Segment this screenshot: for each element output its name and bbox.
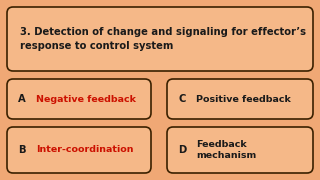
- FancyBboxPatch shape: [167, 79, 313, 119]
- Text: D: D: [178, 145, 186, 155]
- FancyBboxPatch shape: [7, 127, 151, 173]
- FancyBboxPatch shape: [7, 79, 151, 119]
- Text: Negative feedback: Negative feedback: [36, 94, 136, 103]
- Text: C: C: [178, 94, 186, 104]
- Text: 3. Detection of change and signaling for effector’s
response to control system: 3. Detection of change and signaling for…: [20, 27, 306, 51]
- FancyBboxPatch shape: [167, 127, 313, 173]
- Text: A: A: [18, 94, 26, 104]
- FancyBboxPatch shape: [7, 7, 313, 71]
- Text: Positive feedback: Positive feedback: [196, 94, 291, 103]
- Text: B: B: [18, 145, 26, 155]
- Text: Feedback
mechanism: Feedback mechanism: [196, 140, 256, 160]
- Text: Inter-coordination: Inter-coordination: [36, 145, 133, 154]
